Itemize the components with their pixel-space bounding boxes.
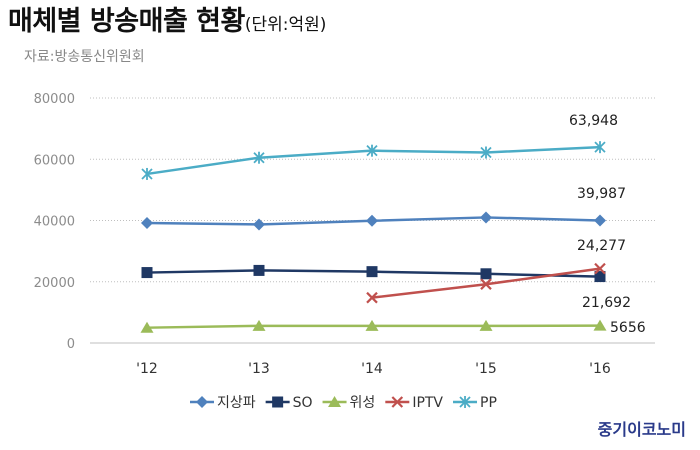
series-위성-marker xyxy=(479,319,493,331)
legend-SO-marker xyxy=(272,396,284,408)
unit-label: (단위:억원) xyxy=(244,15,327,35)
x-tick-label: '13 xyxy=(248,361,270,377)
series-위성-marker xyxy=(593,319,607,331)
legend-위성-marker xyxy=(328,396,342,407)
data-label-PP: 63,948 xyxy=(569,113,618,129)
series-지상파-marker xyxy=(366,214,378,227)
legend-label-지상파: 지상파 xyxy=(217,395,256,411)
series-지상파-marker xyxy=(253,218,265,231)
y-tick-label: 60000 xyxy=(34,153,75,168)
x-tick-label: '16 xyxy=(589,361,611,377)
data-label-SO: 21,692 xyxy=(582,295,631,311)
series-IPTV-marker xyxy=(366,291,378,304)
legend-IPTV-marker xyxy=(391,396,404,408)
series-SO-marker xyxy=(594,271,606,283)
brand-logo-text: 중기이코노미 xyxy=(597,420,686,439)
x-tick-label: '15 xyxy=(475,361,497,377)
series-SO-marker xyxy=(253,264,265,276)
chart-title: 매체별 방송매출 현황 xyxy=(8,6,245,37)
legend-label-PP: PP xyxy=(480,395,497,411)
legend-label-위성: 위성 xyxy=(350,395,376,411)
series-지상파-marker xyxy=(594,214,606,227)
data-label-위성: 5656 xyxy=(610,320,646,336)
series-SO-marker xyxy=(141,267,153,279)
y-tick-label: 80000 xyxy=(34,92,75,107)
data-label-IPTV: 24,277 xyxy=(577,238,626,254)
legend-label-IPTV: IPTV xyxy=(412,395,443,411)
source-label: 자료:방송통신위원회 xyxy=(24,49,145,65)
legend-지상파-marker xyxy=(196,396,208,408)
series-IPTV-marker xyxy=(480,278,492,290)
series-위성-marker xyxy=(252,319,266,331)
chart-title-block: 매체별 방송매출 현황(단위:억원) xyxy=(8,8,326,35)
series-SO-marker xyxy=(366,266,378,278)
data-label-지상파: 39,987 xyxy=(577,186,626,202)
series-위성-marker xyxy=(140,321,154,333)
y-tick-label: 40000 xyxy=(34,215,75,230)
series-지상파-marker xyxy=(141,216,153,229)
series-SO-marker xyxy=(480,268,492,280)
x-tick-label: '12 xyxy=(136,361,158,377)
series-IPTV-marker xyxy=(594,262,606,275)
series-지상파-marker xyxy=(480,211,492,224)
legend-label-SO: SO xyxy=(293,395,313,411)
y-tick-label: 0 xyxy=(67,337,75,352)
y-tick-label: 20000 xyxy=(34,276,75,291)
x-tick-label: '14 xyxy=(361,361,383,377)
series-위성-marker xyxy=(365,319,379,331)
